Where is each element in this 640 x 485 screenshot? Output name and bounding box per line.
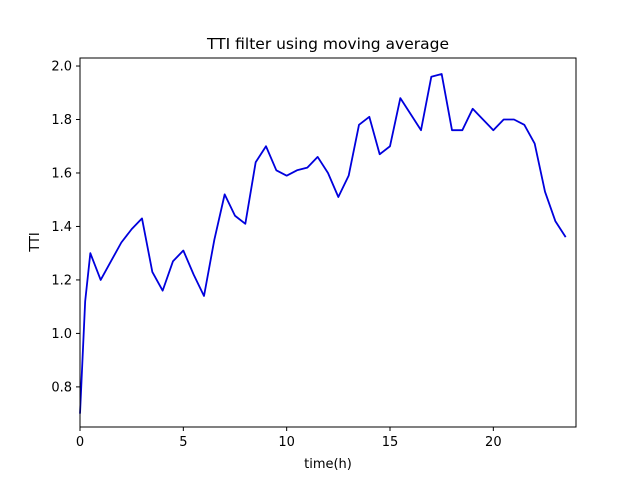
x-axis-label: time(h): [304, 457, 352, 472]
y-axis-label: TTI: [28, 232, 43, 253]
x-tick-label: 15: [382, 435, 399, 450]
chart-marks: [79, 73, 567, 414]
y-tick-label: 2.0: [51, 60, 72, 75]
x-tick-label: 0: [76, 435, 84, 450]
chart-title: TTI filter using moving average: [206, 35, 449, 53]
series-line-0: [79, 73, 567, 414]
x-tick-label: 20: [485, 435, 502, 450]
y-tick-label: 0.8: [51, 380, 72, 395]
y-tick-label: 1.0: [51, 327, 72, 342]
x-tick-label: 5: [179, 435, 187, 450]
y-tick-label: 1.2: [51, 273, 72, 288]
x-tick-label: 10: [278, 435, 295, 450]
y-tick-label: 1.6: [51, 166, 72, 181]
y-tick-label: 1.4: [51, 220, 72, 235]
plot-area-frame: [79, 57, 577, 428]
axis-ticks: 0 5 10 15 20 0.8 1.0 1.2 1.4 1.6 1.8 2.0: [51, 60, 501, 450]
y-tick-label: 1.8: [51, 113, 72, 128]
